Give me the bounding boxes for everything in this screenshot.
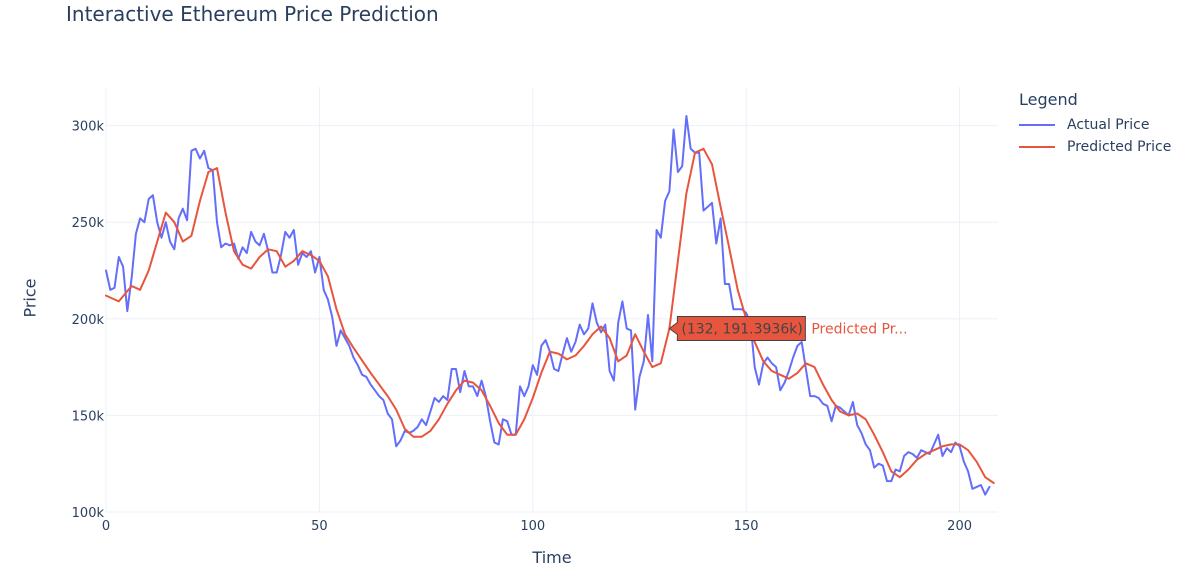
- legend-label-actual-price: Actual Price: [1067, 117, 1150, 133]
- hover-tooltip: (132, 191.3936k) Predicted Pr...: [668, 315, 908, 341]
- legend-title: Legend: [1019, 90, 1078, 109]
- y-tick-label: 250k: [72, 216, 105, 231]
- legend-item-actual-price[interactable]: Actual Price: [1019, 114, 1171, 136]
- chart-title: Interactive Ethereum Price Prediction: [66, 2, 439, 26]
- x-tick-label: 150: [734, 519, 759, 534]
- y-tick-label: 100k: [72, 506, 105, 521]
- y-tick-label: 150k: [72, 409, 105, 424]
- x-axis-label: Time: [532, 548, 572, 567]
- series-line-actual-price[interactable]: [105, 115, 991, 496]
- series-line-predicted-price[interactable]: [105, 147, 995, 484]
- legend-swatch-actual: [1019, 124, 1055, 126]
- x-tick-label: 50: [311, 519, 328, 534]
- grid: [105, 87, 998, 513]
- hover-box: [668, 315, 806, 341]
- legend-item-predicted-price[interactable]: Predicted Price: [1019, 136, 1171, 158]
- x-tick-label: 200: [947, 519, 972, 534]
- axes: 100k 150k 200k 250k 300k 0 50 100 150 200: [72, 120, 972, 534]
- plot-area[interactable]: [105, 115, 995, 496]
- hover-value: (132, 191.3936k): [681, 321, 802, 337]
- y-axis-label: Price: [20, 278, 40, 318]
- y-tick-label: 300k: [72, 120, 105, 135]
- y-tick-label: 200k: [72, 313, 105, 328]
- legend-label-predicted-price: Predicted Price: [1067, 139, 1172, 155]
- x-tick-label: 0: [102, 519, 110, 534]
- x-tick-label: 100: [520, 519, 545, 534]
- legend-swatch-predicted: [1019, 146, 1055, 148]
- hover-series-name: Predicted Pr...: [811, 321, 907, 337]
- legend: Legend Actual Price Predicted Price: [1019, 90, 1171, 158]
